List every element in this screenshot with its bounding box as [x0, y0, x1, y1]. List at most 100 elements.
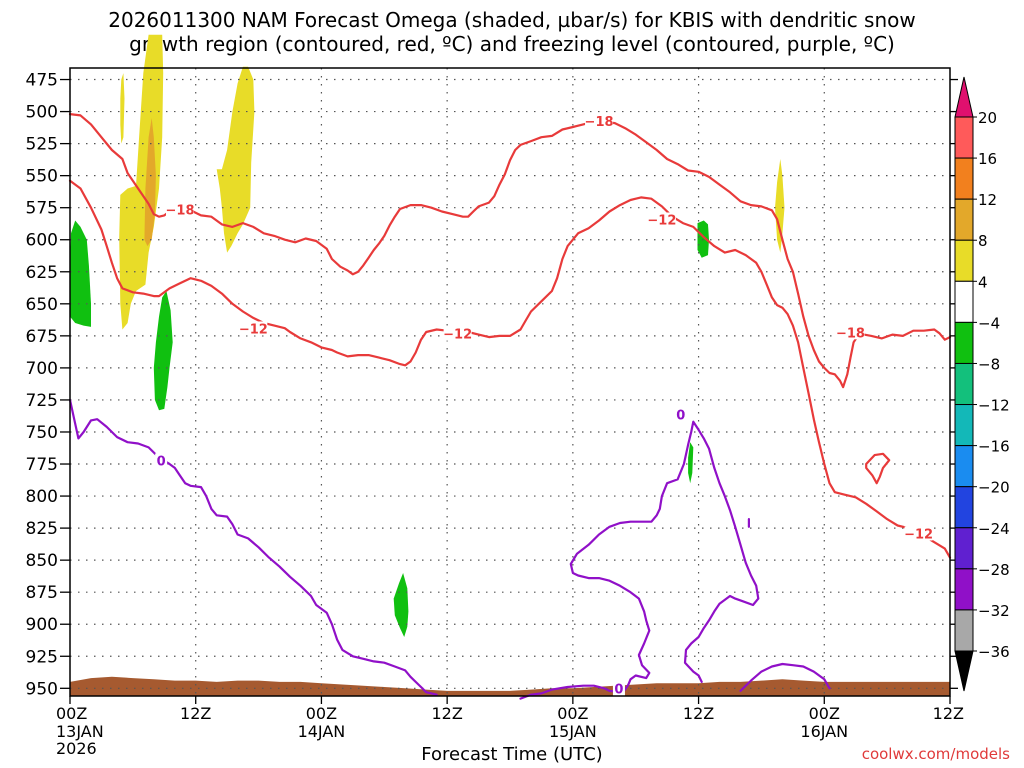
colorbar-cell — [954, 609, 974, 652]
colorbar-label: 20 — [978, 109, 997, 127]
y-tick-label: 725 — [26, 391, 58, 411]
y-tick-label: 925 — [26, 647, 58, 667]
colorbar-cell — [954, 239, 974, 282]
y-tick-label: 500 — [26, 103, 58, 123]
y-tick-label: 600 — [26, 231, 58, 251]
omega-yellow-2 — [216, 66, 255, 253]
x-tick-label: 12Z — [180, 704, 211, 723]
colorbar-cell — [954, 445, 974, 488]
contour-label-bg-6 — [904, 526, 933, 541]
colorbar-cell — [954, 157, 974, 200]
omega-yellow — [119, 34, 164, 330]
y-tick-label: 900 — [26, 615, 58, 635]
contour-label: 0 — [614, 683, 623, 698]
colorbar-cell — [954, 362, 974, 406]
plot-frame — [69, 67, 951, 697]
colorbar-label: 8 — [978, 232, 988, 250]
y-tick-label: 875 — [26, 583, 58, 603]
colorbar-label: 12 — [978, 191, 997, 209]
colorbar-cell — [954, 280, 974, 323]
colorbar-label: −4 — [978, 314, 1000, 332]
omega-yellow-3 — [775, 159, 785, 253]
terrain-layer — [70, 676, 950, 696]
y-tick-label: 575 — [26, 199, 58, 219]
colorbar-label: −36 — [978, 643, 1010, 661]
chart-title: 2026011300 NAM Forecast Omega (shaded, µ… — [0, 8, 1024, 56]
contour-label-bg-5 — [443, 326, 472, 341]
contour-label: −12 — [647, 214, 676, 229]
omega-green-5 — [688, 442, 694, 484]
contour-labels: −18 −18 −12 −18 −12 −12 −12 0 0 0 — [155, 113, 933, 698]
colorbar-label: −20 — [978, 479, 1010, 497]
omega-yellow-sliver — [120, 73, 125, 144]
y-axis: 475 500 525 550 575 600 625 650 675 700 725 750 775 8… — [26, 71, 958, 699]
x-tick-label: 00Z — [557, 704, 588, 723]
x-tick-label: 00Z — [306, 704, 337, 723]
colorbar-cell — [954, 527, 974, 570]
y-tick-label: 675 — [26, 327, 58, 347]
contour-label: −12 — [904, 528, 933, 543]
contour-label-bg-8 — [674, 407, 687, 422]
omega-green-3 — [393, 573, 409, 637]
colorbar: 20 16 12 8 4 −4 −8 −12 −16 −20 −24 −28 −32 −36 — [954, 76, 1010, 692]
chart-title-line1: 2026011300 NAM Forecast Omega (shaded, µ… — [108, 8, 916, 32]
x-tick-label: 00Z — [56, 704, 87, 723]
colorbar-cell — [954, 198, 974, 241]
y-tick-label: 625 — [26, 263, 58, 283]
x-tick-label: 12Z — [431, 704, 462, 723]
y-tick-label: 750 — [26, 423, 58, 443]
contour-label: −18 — [836, 326, 865, 341]
chart-title-line2: growth region (contoured, red, ºC) and f… — [129, 32, 895, 56]
credit-link[interactable]: coolwx.com/models — [861, 745, 1010, 763]
y-tick-label: 800 — [26, 487, 58, 507]
contour-label-bg-4 — [239, 321, 268, 336]
contour-zero-center — [519, 420, 760, 700]
contour-label: −12 — [443, 328, 472, 343]
y-tick-label: 525 — [26, 135, 58, 155]
contour-minus18-blob — [865, 452, 891, 485]
contour-layer — [68, 112, 952, 700]
contour-label: −18 — [585, 115, 614, 130]
y-tick-label: 475 — [26, 71, 58, 91]
x-day-label: 15JAN — [549, 722, 597, 741]
x-tick-label: 00Z — [809, 704, 840, 723]
colorbar-top-arrow — [954, 76, 974, 118]
y-tick-label: 825 — [26, 519, 58, 539]
colorbar-label: −28 — [978, 561, 1010, 579]
y-tick-label: 650 — [26, 295, 58, 315]
contour-zero-lower — [68, 398, 438, 696]
contour-zero-right — [739, 662, 831, 693]
omega-green-1 — [70, 220, 91, 327]
contour-minus12-upper — [68, 179, 952, 559]
contour-label: 0 — [157, 454, 166, 469]
contour-label-bg-2 — [647, 212, 676, 227]
omega-green-4 — [697, 220, 709, 258]
colorbar-label: −32 — [978, 602, 1010, 620]
x-day-label: 14JAN — [298, 722, 346, 741]
x-day-label: 13JAN — [56, 722, 104, 741]
contour-label: 0 — [676, 408, 685, 423]
contour-label-bg-7 — [155, 453, 168, 468]
colorbar-cell — [954, 321, 974, 364]
x-axis-label: Forecast Time (UTC) — [421, 744, 603, 765]
colorbar-cell — [954, 404, 974, 447]
omega-green-2 — [153, 291, 173, 411]
colorbar-cell — [954, 486, 974, 529]
contour-label-bg-9 — [612, 681, 625, 696]
contour-label: −18 — [166, 203, 195, 218]
x-day-label: 16JAN — [800, 722, 848, 741]
contour-label-bg-3 — [836, 325, 865, 340]
colorbar-label: 16 — [978, 150, 997, 168]
colorbar-cell — [954, 568, 974, 611]
x-year-label: 2026 — [56, 739, 97, 758]
colorbar-label: −16 — [978, 438, 1010, 456]
colorbar-bottom-arrow — [954, 650, 974, 692]
colorbar-label: 4 — [978, 273, 988, 291]
contour-minus18-upper — [68, 112, 952, 389]
y-tick-label: 775 — [26, 455, 58, 475]
y-tick-label: 550 — [26, 167, 58, 187]
y-tick-label: 950 — [26, 679, 58, 699]
shaded-omega-layer — [70, 34, 785, 637]
